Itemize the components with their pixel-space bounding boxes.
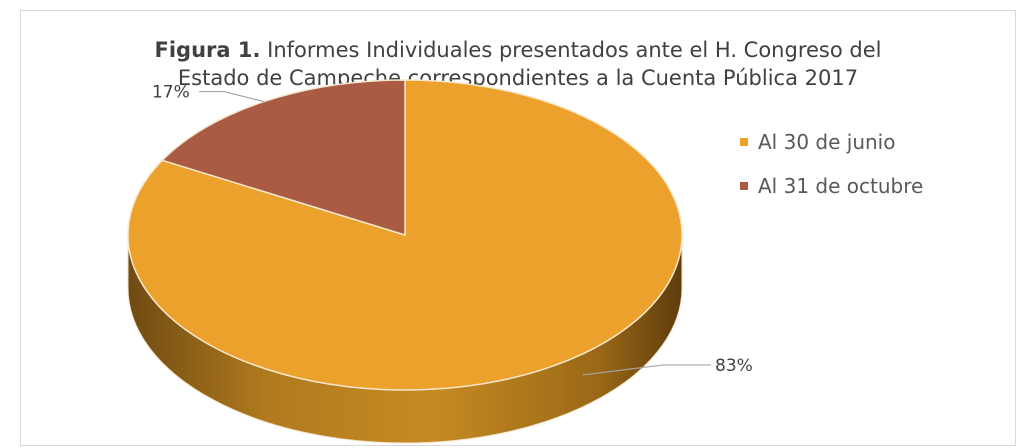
chart-title: Figura 1. Informes Individuales presenta… [60,36,976,92]
legend-label-junio: Al 30 de junio [758,130,896,154]
legend-item-junio: Al 30 de junio [740,128,923,156]
data-label-17: 17% [152,83,190,103]
legend-swatch-octubre [740,182,748,190]
pie-slice-octubre [160,79,406,237]
data-label-83: 83% [715,356,753,376]
chart-area [20,10,1016,446]
leader-line-17 [198,90,265,103]
chart-title-prefix: Figura 1. [154,38,261,62]
leader-line-83 [582,364,712,376]
chart-title-line2: Estado de Campeche correspondientes a la… [177,66,859,90]
legend-item-octubre: Al 31 de octubre [740,172,923,200]
chart-legend: Al 30 de junio Al 31 de octubre [740,128,923,216]
legend-swatch-junio [740,138,748,146]
legend-label-octubre: Al 31 de octubre [758,174,924,198]
chart-title-text: Informes Individuales presentados ante e… [260,38,882,62]
